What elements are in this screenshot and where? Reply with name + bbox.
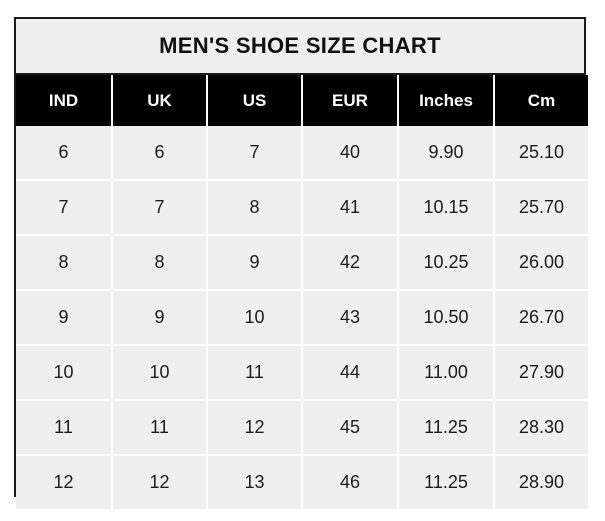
cell-eur: 43: [302, 289, 399, 345]
page-title: MEN'S SHOE SIZE CHART: [16, 19, 584, 75]
cell-uk: 6: [112, 126, 208, 180]
cell-inches: 11.25: [398, 399, 495, 455]
cell-us: 11: [207, 344, 303, 400]
column-header-ind: IND: [16, 75, 113, 126]
cell-us: 12: [207, 399, 303, 455]
table-row: 8 8 9 42 10.25 26.00: [16, 234, 588, 290]
cell-uk: 9: [112, 289, 208, 345]
cell-eur: 44: [302, 344, 399, 400]
cell-uk: 7: [112, 179, 208, 235]
cell-ind: 8: [16, 234, 113, 290]
cell-eur: 40: [302, 126, 399, 180]
cell-cm: 27.90: [494, 344, 588, 400]
cell-inches: 10.50: [398, 289, 495, 345]
cell-ind: 12: [16, 454, 113, 509]
cell-inches: 10.15: [398, 179, 495, 235]
table-row: 12 12 13 46 11.25 28.90: [16, 454, 588, 509]
cell-eur: 46: [302, 454, 399, 509]
cell-eur: 42: [302, 234, 399, 290]
column-header-cm: Cm: [494, 75, 588, 126]
cell-ind: 7: [16, 179, 113, 235]
cell-us: 8: [207, 179, 303, 235]
cell-ind: 10: [16, 344, 113, 400]
column-header-inches: Inches: [398, 75, 495, 126]
cell-inches: 11.00: [398, 344, 495, 400]
cell-ind: 9: [16, 289, 113, 345]
cell-inches: 10.25: [398, 234, 495, 290]
column-header-us: US: [207, 75, 303, 126]
cell-cm: 26.70: [494, 289, 588, 345]
cell-us: 10: [207, 289, 303, 345]
cell-cm: 25.70: [494, 179, 588, 235]
cell-cm: 26.00: [494, 234, 588, 290]
cell-uk: 8: [112, 234, 208, 290]
cell-ind: 6: [16, 126, 113, 180]
table-row: 9 9 10 43 10.50 26.70: [16, 289, 588, 345]
table-header-row: IND UK US EUR Inches Cm: [16, 75, 588, 126]
size-chart-table-container: MEN'S SHOE SIZE CHART IND UK US EUR Inch…: [14, 17, 588, 509]
column-header-uk: UK: [112, 75, 208, 126]
cell-eur: 41: [302, 179, 399, 235]
cell-uk: 12: [112, 454, 208, 509]
cell-us: 13: [207, 454, 303, 509]
table-row: 11 11 12 45 11.25 28.30: [16, 399, 588, 455]
column-header-eur: EUR: [302, 75, 399, 126]
cell-uk: 11: [112, 399, 208, 455]
table-body: 6 6 7 40 9.90 25.10 7 7 8 41 10.15 25.70…: [16, 126, 588, 509]
table-row: 6 6 7 40 9.90 25.10: [16, 126, 588, 180]
cell-ind: 11: [16, 399, 113, 455]
table-header: IND UK US EUR Inches Cm: [16, 75, 588, 126]
cell-us: 7: [207, 126, 303, 180]
cell-cm: 28.30: [494, 399, 588, 455]
cell-cm: 25.10: [494, 126, 588, 180]
cell-uk: 10: [112, 344, 208, 400]
cell-inches: 11.25: [398, 454, 495, 509]
cell-eur: 45: [302, 399, 399, 455]
cell-us: 9: [207, 234, 303, 290]
table-row: 10 10 11 44 11.00 27.90: [16, 344, 588, 400]
cell-cm: 28.90: [494, 454, 588, 509]
cell-inches: 9.90: [398, 126, 495, 180]
table-row: 7 7 8 41 10.15 25.70: [16, 179, 588, 235]
shoe-size-table: IND UK US EUR Inches Cm 6 6 7 40 9.90 25…: [16, 75, 588, 509]
